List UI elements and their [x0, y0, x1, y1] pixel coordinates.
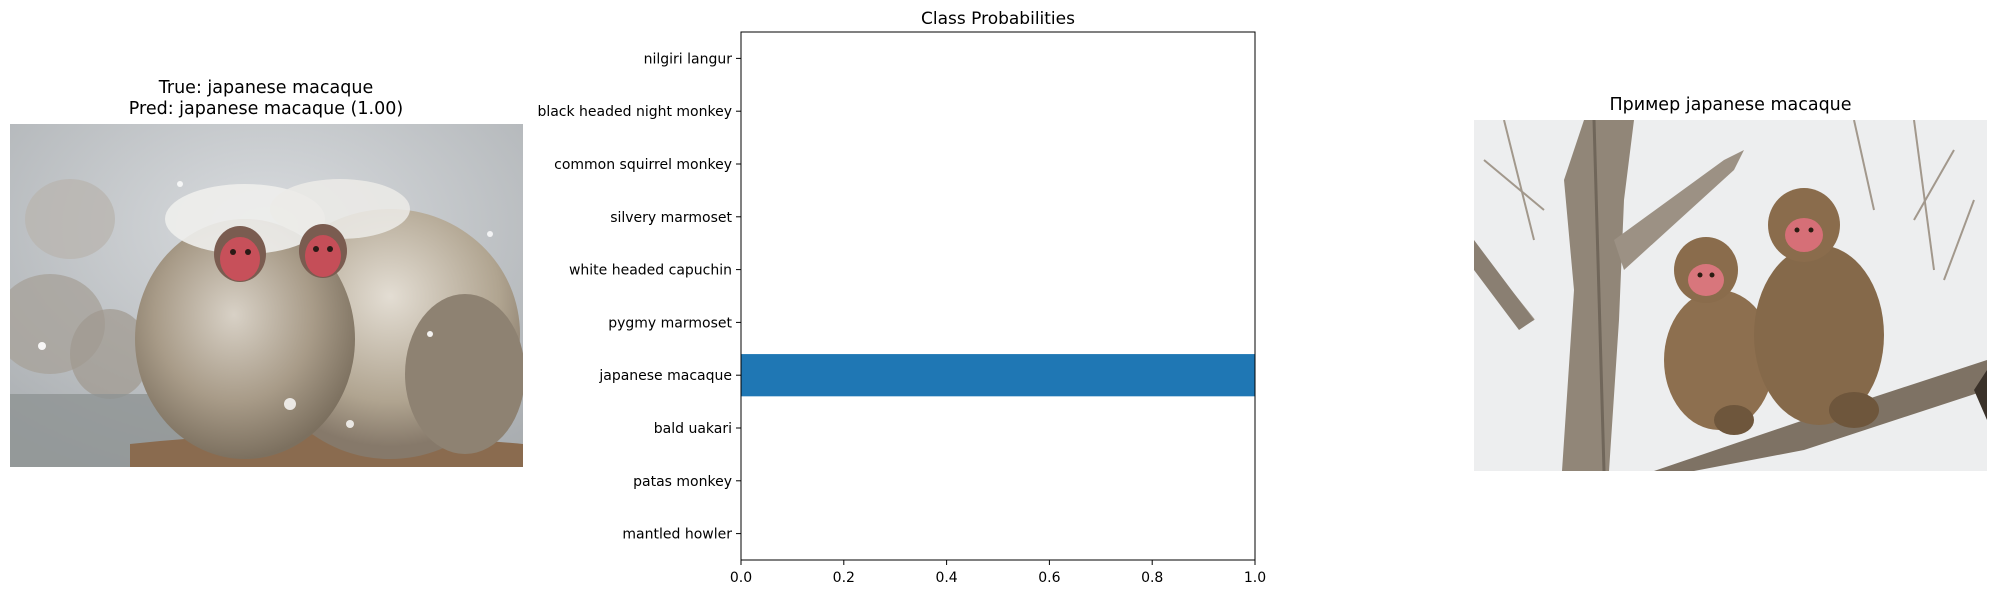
- left-panel-title: True: japanese macaque Pred: japanese ma…: [10, 78, 522, 120]
- bar-japanese-macaque: [741, 354, 1255, 397]
- y-tick-label: silvery marmoset: [610, 210, 732, 226]
- x-tick-label: 0.8: [1141, 570, 1163, 586]
- x-tick-label: 1.0: [1244, 570, 1266, 586]
- y-tick-label: mantled howler: [622, 527, 732, 543]
- pred-label-text: Pred: japanese macaque (1.00): [128, 99, 404, 119]
- y-tick-label: common squirrel monkey: [554, 157, 732, 173]
- plot-area-frame: [740, 31, 1256, 561]
- example-title-text: Пример japanese macaque: [1609, 95, 1852, 115]
- x-tick-label: 0.6: [1038, 570, 1060, 586]
- x-tick-label: 0.0: [730, 570, 752, 586]
- x-tick-label: 0.4: [935, 570, 957, 586]
- x-tick-label: 0.2: [833, 570, 855, 586]
- y-tick-label: nilgiri langur: [644, 51, 733, 67]
- right-panel-title: Пример japanese macaque: [1474, 95, 1987, 116]
- y-tick-label: japanese macaque: [598, 368, 732, 384]
- example-image: [1474, 120, 1987, 471]
- chart-title: Class Probabilities: [921, 9, 1075, 29]
- true-label-text: True: japanese macaque: [158, 78, 374, 98]
- y-tick-label: pygmy marmoset: [608, 315, 732, 331]
- y-tick-label: bald uakari: [654, 421, 732, 437]
- y-tick-label: patas monkey: [633, 474, 732, 490]
- query-image: [10, 124, 523, 467]
- y-tick-label: white headed capuchin: [569, 263, 732, 279]
- y-tick-label: black headed night monkey: [537, 104, 732, 120]
